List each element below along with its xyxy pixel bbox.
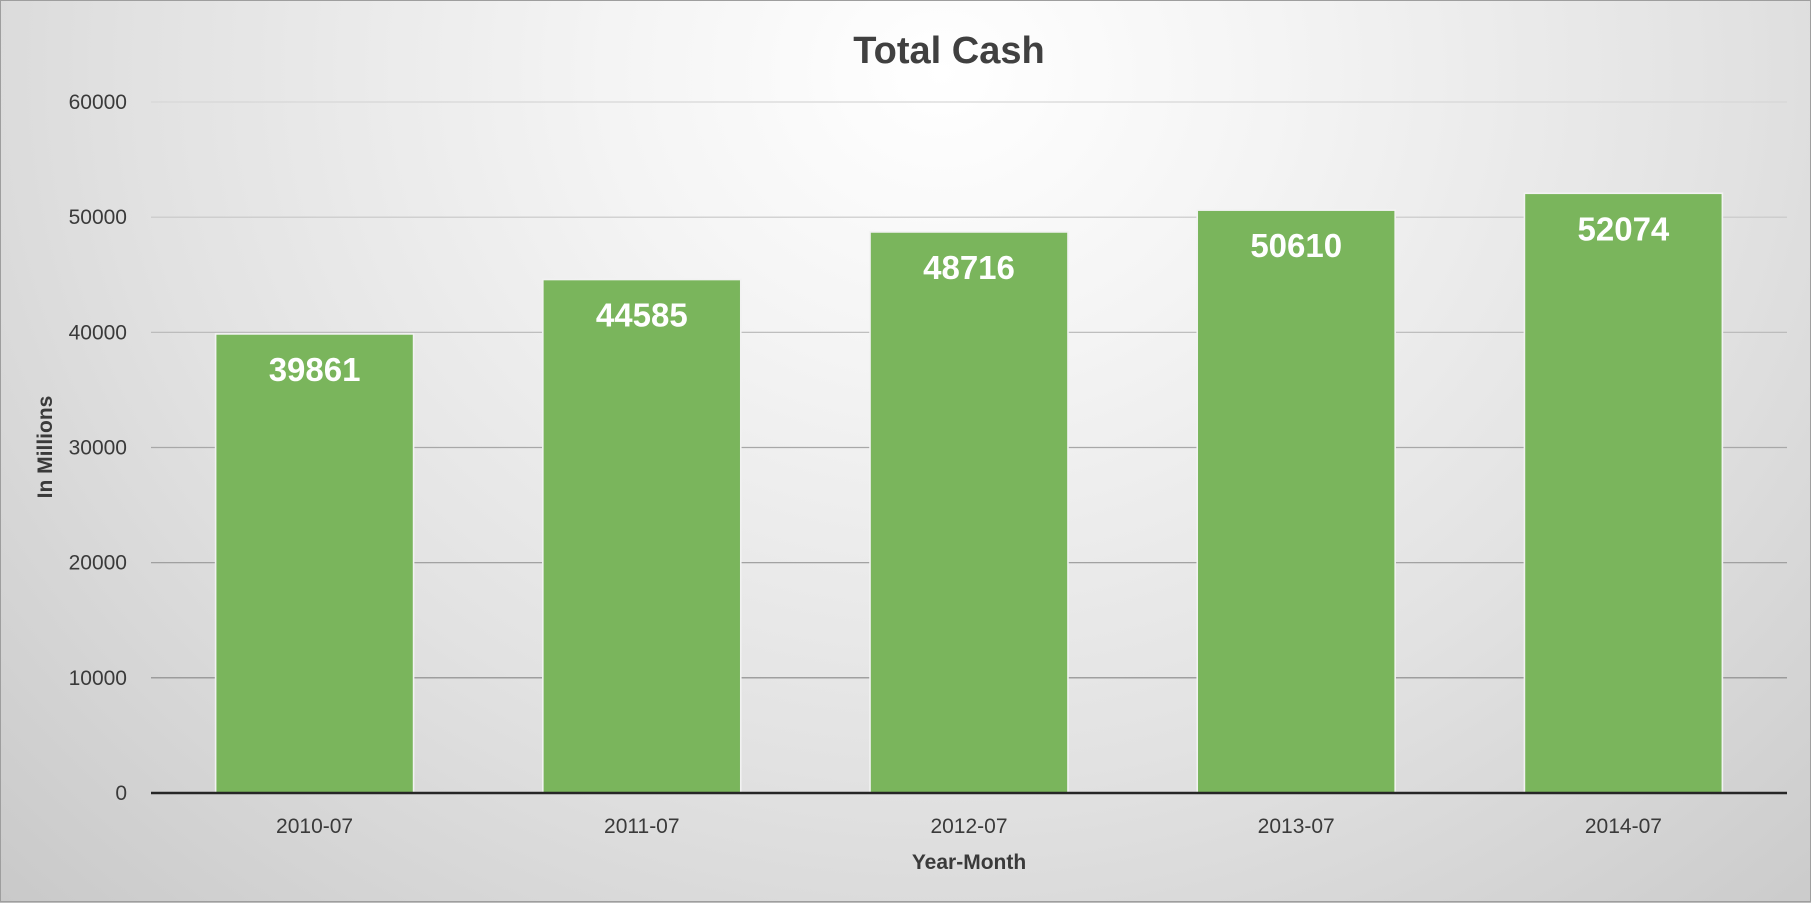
chart-title: Total Cash	[853, 30, 1044, 72]
data-labels: 39861 44585 48716 50610 52074	[269, 210, 1670, 388]
bar	[1196, 209, 1396, 794]
bar	[542, 278, 742, 794]
bar-value-label: 50610	[1250, 227, 1342, 264]
x-tick-label: 2013-07	[1258, 815, 1335, 838]
x-tick-label: 2012-07	[930, 815, 1007, 838]
y-axis-title: In Millions	[34, 396, 57, 499]
x-axis-title: Year-Month	[912, 851, 1026, 874]
x-tick-label: 2010-07	[276, 815, 353, 838]
y-tick-label: 50000	[69, 206, 127, 229]
y-tick-label: 40000	[69, 321, 127, 344]
y-tick-label: 10000	[69, 667, 127, 690]
bar-value-label: 39861	[269, 351, 361, 388]
bar	[869, 231, 1069, 794]
x-axis-tick-labels: 2010-07 2011-07 2012-07 2013-07 2014-07	[276, 815, 1662, 838]
x-tick-label: 2011-07	[604, 815, 680, 838]
y-tick-label: 30000	[69, 437, 127, 460]
y-tick-label: 20000	[69, 552, 127, 575]
bar-value-label: 48716	[923, 249, 1015, 286]
y-tick-label: 0	[115, 782, 127, 805]
bar-value-label: 52074	[1578, 210, 1670, 247]
x-tick-label: 2014-07	[1585, 815, 1662, 838]
bars	[214, 192, 1724, 794]
bar-value-label: 44585	[596, 297, 688, 334]
y-axis-tick-labels: 0 10000 20000 30000 40000 50000 60000	[69, 91, 127, 805]
bar	[214, 333, 415, 794]
bar	[1523, 192, 1724, 794]
y-tick-label: 60000	[69, 91, 127, 114]
